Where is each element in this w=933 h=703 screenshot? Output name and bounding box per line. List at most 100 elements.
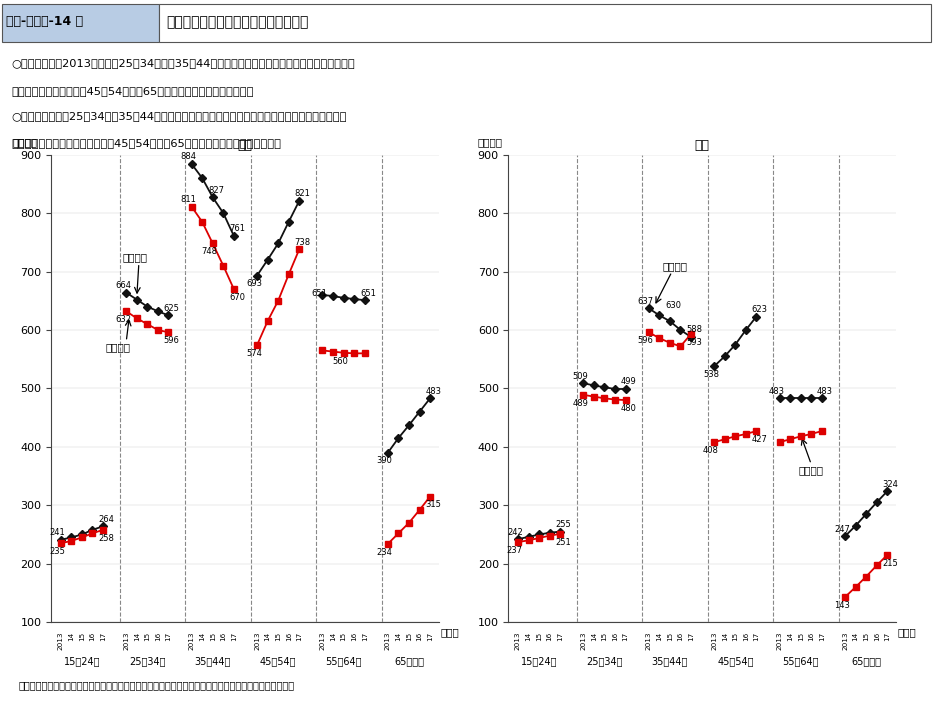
- Text: 748: 748: [202, 247, 217, 256]
- Text: 17: 17: [688, 631, 694, 640]
- Text: 2013: 2013: [711, 631, 717, 650]
- Text: 588: 588: [686, 325, 703, 335]
- Text: 17: 17: [100, 631, 106, 640]
- Text: 143: 143: [834, 600, 850, 610]
- Text: 15: 15: [406, 631, 412, 640]
- Text: （万人）: （万人）: [12, 138, 37, 148]
- Text: 35～44歳: 35～44歳: [652, 656, 689, 666]
- Text: 427: 427: [752, 434, 768, 444]
- Text: 315: 315: [425, 501, 441, 509]
- Text: 264: 264: [98, 515, 114, 524]
- Text: 596: 596: [637, 336, 654, 345]
- Text: 664: 664: [115, 281, 131, 290]
- Text: 14: 14: [265, 631, 271, 640]
- Text: 14: 14: [133, 631, 140, 640]
- Text: 65歳以上: 65歳以上: [394, 656, 424, 666]
- Title: 女性: 女性: [694, 139, 710, 152]
- Text: 16: 16: [743, 631, 749, 640]
- Text: 16: 16: [416, 631, 423, 640]
- Text: 623: 623: [752, 305, 768, 314]
- Text: 15: 15: [275, 631, 281, 640]
- Title: 男性: 男性: [237, 139, 253, 152]
- Text: 14: 14: [68, 631, 75, 640]
- Text: 15: 15: [667, 631, 673, 640]
- Text: 2013: 2013: [515, 631, 521, 650]
- Text: 651: 651: [360, 289, 376, 297]
- Text: 17: 17: [884, 631, 890, 640]
- Text: 14: 14: [591, 631, 597, 640]
- Bar: [159, 4, 931, 42]
- Text: 14: 14: [656, 631, 662, 640]
- Text: 15～24歳: 15～24歳: [521, 656, 557, 666]
- Text: 16: 16: [285, 631, 292, 640]
- Text: 2013: 2013: [254, 631, 260, 650]
- Text: 17: 17: [557, 631, 564, 640]
- Text: 509: 509: [572, 372, 588, 380]
- Text: 593: 593: [687, 337, 703, 347]
- Bar: [2, 4, 159, 42]
- Text: 15: 15: [536, 631, 542, 640]
- Text: 480: 480: [620, 404, 636, 413]
- Text: 630: 630: [665, 301, 681, 310]
- Text: 14: 14: [787, 631, 793, 640]
- Text: 489: 489: [572, 399, 588, 408]
- Text: 17: 17: [819, 631, 825, 640]
- Text: 637: 637: [637, 297, 654, 306]
- Text: 45～54歳: 45～54歳: [717, 656, 754, 666]
- Text: （万人）: （万人）: [478, 138, 503, 148]
- Text: 16: 16: [547, 631, 552, 640]
- Text: 就業者数: 就業者数: [122, 252, 147, 262]
- Text: 2013: 2013: [842, 631, 848, 650]
- Text: いる一方で、男性と同様に「45～54歳」「65歳以上」では増加傾向にある。: いる一方で、男性と同様に「45～54歳」「65歳以上」では増加傾向にある。: [11, 138, 281, 148]
- Text: 255: 255: [555, 520, 571, 529]
- Text: 15: 15: [145, 631, 150, 640]
- Text: 15: 15: [602, 631, 607, 640]
- Text: 2013: 2013: [58, 631, 63, 650]
- Text: 827: 827: [208, 186, 224, 195]
- Text: 65歳以上: 65歳以上: [851, 656, 881, 666]
- Text: 14: 14: [722, 631, 728, 640]
- Text: 14: 14: [396, 631, 401, 640]
- Text: 16: 16: [612, 631, 618, 640]
- Text: 761: 761: [229, 224, 245, 233]
- Text: 55～64歳: 55～64歳: [326, 656, 362, 666]
- Text: 247: 247: [834, 524, 850, 534]
- Text: 651: 651: [312, 289, 327, 297]
- Text: 14: 14: [853, 631, 858, 640]
- Text: 258: 258: [98, 534, 114, 543]
- Text: 雇用者数: 雇用者数: [799, 465, 824, 475]
- Text: 35～44歳: 35～44歳: [195, 656, 231, 666]
- Text: 390: 390: [377, 456, 393, 465]
- Text: 雇用者数: 雇用者数: [105, 342, 131, 352]
- Text: 15: 15: [210, 631, 216, 640]
- Text: 25～34歳: 25～34歳: [586, 656, 622, 666]
- Text: 16: 16: [873, 631, 880, 640]
- Text: 234: 234: [377, 548, 393, 557]
- Text: 538: 538: [703, 370, 719, 379]
- Text: 15: 15: [798, 631, 803, 640]
- Text: 884: 884: [180, 153, 197, 162]
- Text: 324: 324: [883, 479, 898, 489]
- Text: 14: 14: [199, 631, 205, 640]
- Text: 45～54歳: 45～54歳: [260, 656, 297, 666]
- Text: 向にある一方で、「45～54歳」「65歳以上」では増加傾向にある。: 向にある一方で、「45～54歳」「65歳以上」では増加傾向にある。: [11, 86, 254, 96]
- Text: 811: 811: [180, 195, 197, 204]
- Text: 2013: 2013: [385, 631, 391, 650]
- Text: 632: 632: [115, 315, 131, 324]
- Text: 408: 408: [703, 446, 719, 455]
- Text: 483: 483: [817, 387, 833, 396]
- Text: 625: 625: [163, 304, 179, 313]
- Text: （年）: （年）: [898, 627, 916, 637]
- Text: 242: 242: [507, 528, 522, 536]
- Text: 16: 16: [90, 631, 95, 640]
- Text: 15～24歳: 15～24歳: [63, 656, 100, 666]
- Text: 235: 235: [49, 547, 65, 556]
- Text: 499: 499: [620, 378, 636, 387]
- Text: 2013: 2013: [580, 631, 587, 650]
- Text: 16: 16: [351, 631, 357, 640]
- Text: 資料出所　総務省統計局「労働力調査（基本集計）」をもとに厚生労働省労働政策担当参事官室にて作成: 資料出所 総務省統計局「労働力調査（基本集計）」をもとに厚生労働省労働政策担当参…: [19, 681, 295, 690]
- Text: 15: 15: [732, 631, 738, 640]
- Text: 17: 17: [165, 631, 172, 640]
- Text: 2013: 2013: [319, 631, 326, 650]
- Text: 17: 17: [230, 631, 237, 640]
